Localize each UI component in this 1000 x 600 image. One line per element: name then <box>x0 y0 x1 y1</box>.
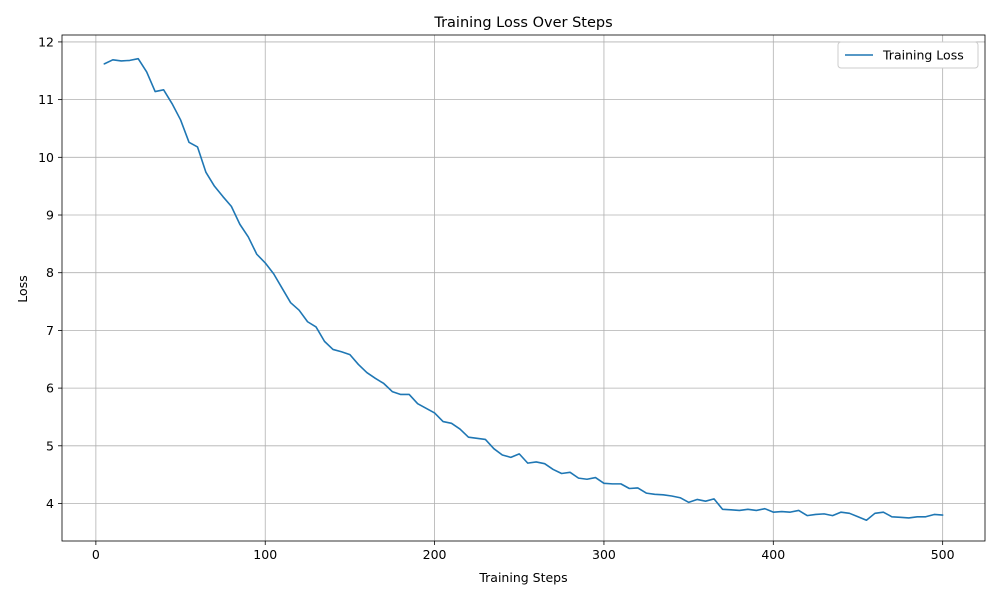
y-tick-label: 10 <box>38 150 54 165</box>
y-tick-label: 4 <box>46 496 54 511</box>
y-tick-label: 5 <box>46 438 54 453</box>
y-tick-label: 11 <box>38 92 54 107</box>
y-tick-label: 8 <box>46 265 54 280</box>
legend: Training Loss <box>837 41 979 69</box>
y-tick-label: 9 <box>46 208 54 223</box>
x-tick-label: 300 <box>592 547 616 562</box>
x-tick-label: 0 <box>92 547 100 562</box>
axis-ticks: 0 100 200 300 400 500 4 5 6 7 8 9 10 11 12 <box>38 34 955 562</box>
x-tick-label: 400 <box>761 547 785 562</box>
y-axis-label: Loss <box>15 275 30 302</box>
x-tick-label: 100 <box>253 547 277 562</box>
training-loss-line <box>103 57 944 522</box>
legend-box <box>837 41 979 69</box>
plot-area-frame <box>61 34 986 542</box>
y-tick-label: 6 <box>46 381 54 396</box>
chart-title: Training Loss Over Steps <box>433 15 612 31</box>
x-tick-label: 500 <box>931 547 955 562</box>
y-tick-label: 12 <box>38 34 54 49</box>
legend-label: Training Loss <box>882 48 964 63</box>
x-axis-label: Training Steps <box>478 570 567 585</box>
y-tick-label: 7 <box>46 323 54 338</box>
grid-lines <box>62 35 985 541</box>
x-tick-label: 200 <box>423 547 447 562</box>
